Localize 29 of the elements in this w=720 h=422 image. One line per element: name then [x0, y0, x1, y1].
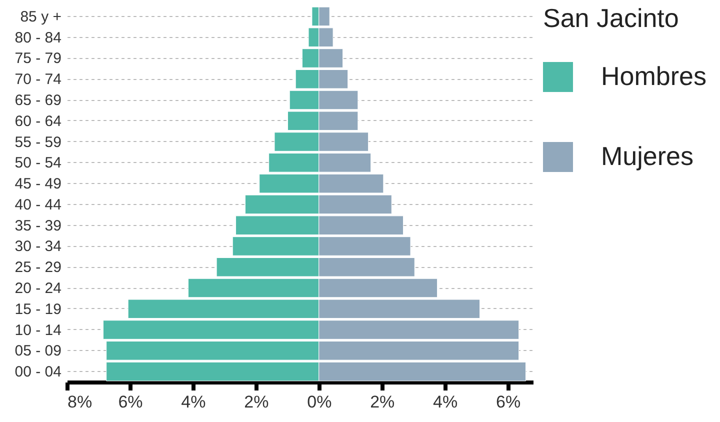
- x-tick-label: 6%: [496, 392, 521, 412]
- y-tick-label: 55 - 59: [14, 134, 62, 151]
- x-tick-label: 4%: [433, 392, 458, 412]
- y-tick-label: 35 - 39: [14, 217, 62, 234]
- legend-title: San Jacinto: [543, 3, 679, 33]
- x-tick-label: 0%: [307, 392, 332, 412]
- y-tick-label: 05 - 09: [14, 342, 62, 360]
- y-tick-label: 25 - 29: [14, 259, 62, 276]
- y-tick-label: 80 - 84: [14, 29, 62, 46]
- y-tick-label: 70 - 74: [14, 71, 62, 88]
- y-tick-label: 85 y +: [20, 8, 62, 26]
- y-tick-label: 60 - 64: [14, 112, 62, 130]
- y-tick-label: 40 - 44: [14, 196, 62, 214]
- y-tick-label: 65 - 69: [14, 92, 62, 109]
- y-tick-label: 15 - 19: [14, 300, 62, 318]
- x-tick-label: 2%: [244, 392, 269, 412]
- y-tick-label: 10 - 14: [14, 322, 62, 339]
- y-tick-label: 30 - 34: [14, 238, 62, 256]
- legend-label: Mujeres: [601, 141, 694, 171]
- y-tick-label: 75 - 79: [14, 50, 62, 68]
- y-tick-label: 45 - 49: [14, 176, 62, 193]
- y-tick-label: 20 - 24: [14, 280, 62, 297]
- x-tick-label: 4%: [181, 392, 206, 412]
- y-tick-label: 50 - 54: [14, 154, 62, 172]
- x-tick-label: 8%: [68, 392, 92, 412]
- x-tick-label: 2%: [370, 392, 395, 412]
- x-tick-label: 6%: [118, 392, 143, 412]
- legend-label: Hombres: [601, 61, 706, 91]
- y-tick-label: 00 - 04: [14, 364, 62, 381]
